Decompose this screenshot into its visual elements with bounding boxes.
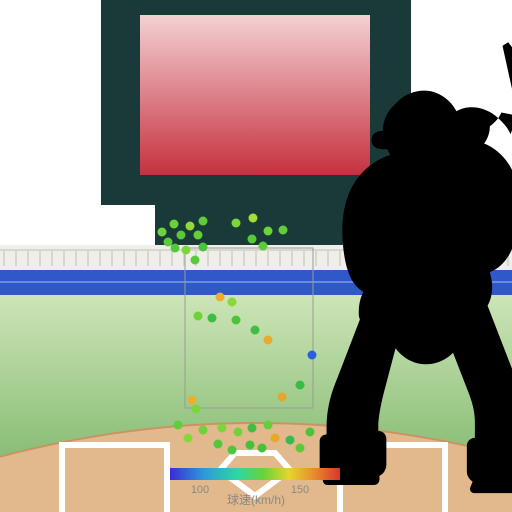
pitch-point [279,226,288,235]
pitch-point [248,235,257,244]
pitch-point [258,444,267,453]
legend-title: 球速(km/h) [227,493,285,507]
pitch-point [199,426,208,435]
pitch-point [234,428,243,437]
pitch-point [174,421,183,430]
pitch-point [182,246,191,255]
pitch-point [249,214,258,223]
pitch-point [158,228,167,237]
pitch-point [177,231,186,240]
pitch-point [171,244,180,253]
pitch-point [184,434,193,443]
pitch-point [228,298,237,307]
pitch-point [194,231,203,240]
pitch-point [214,440,223,449]
speed-legend [170,468,340,480]
pitch-point [264,227,273,236]
pitch-point [199,217,208,226]
pitch-point [271,434,280,443]
pitch-point [192,405,201,414]
pitch-point [232,316,241,325]
pitch-point [251,326,260,335]
pitch-point [278,393,287,402]
pitch-point [188,396,197,405]
pitch-point [216,293,225,302]
pitch-point [232,219,241,228]
pitch-point [164,238,173,247]
pitch-point [170,220,179,229]
pitch-point [246,441,255,450]
pitch-point [191,256,200,265]
pitch-point [186,222,195,231]
pitch-point [199,243,208,252]
pitch-point [264,336,273,345]
pitch-location-chart: 100 150 球速(km/h) [0,0,512,512]
legend-tick: 100 [191,484,209,496]
pitch-point [208,314,217,323]
scoreboard-screen [140,15,370,175]
pitch-point [248,424,257,433]
pitch-point [296,444,305,453]
pitch-point [218,424,227,433]
legend-tick: 150 [291,484,309,496]
pitch-point [264,421,273,430]
pitch-point [308,351,317,360]
pitch-point [286,436,295,445]
pitch-point [259,242,268,251]
pitch-point [306,428,315,437]
pitch-point [194,312,203,321]
pitch-point [296,381,305,390]
pitch-point [228,446,237,455]
